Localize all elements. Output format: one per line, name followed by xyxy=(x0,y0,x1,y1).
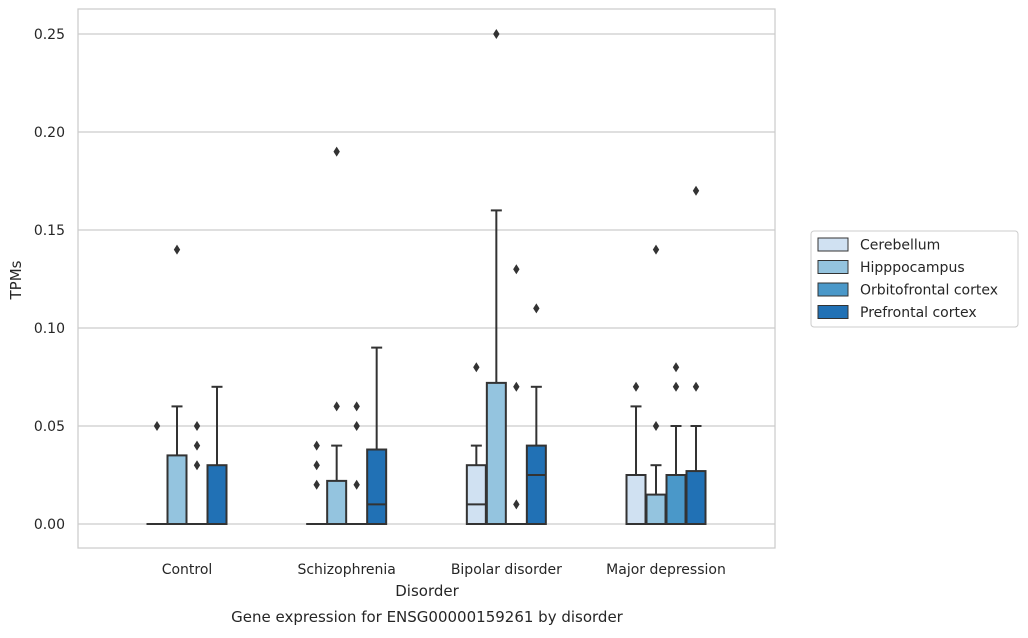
y-tick-label: 0.20 xyxy=(34,125,65,141)
outlier-point xyxy=(353,421,360,431)
x-axis-ticks: Control Schizophrenia Bipolar disorder Majo… xyxy=(162,562,726,578)
box-series-layer xyxy=(146,29,707,526)
outlier-point xyxy=(193,460,201,471)
outlier-point xyxy=(313,460,320,471)
outlier-point xyxy=(652,421,660,431)
box-iqr xyxy=(665,474,687,525)
box-group xyxy=(665,362,687,525)
box-iqr xyxy=(485,381,507,525)
y-tick-label: 0.25 xyxy=(34,27,65,43)
box-group xyxy=(186,421,208,525)
box-group xyxy=(645,244,667,526)
box-group xyxy=(625,381,647,525)
outlier-point xyxy=(513,499,520,510)
outlier-point xyxy=(692,185,700,196)
y-tick-label: 0.10 xyxy=(34,321,65,337)
plot-frame xyxy=(77,8,776,549)
box-iqr xyxy=(366,448,388,525)
outlier-point xyxy=(313,479,320,490)
legend-swatch xyxy=(817,282,849,297)
chart-caption: Gene expression for ENSG00000159261 by d… xyxy=(231,608,624,626)
box-group xyxy=(206,385,228,526)
outlier-point xyxy=(193,421,201,431)
outlier-point xyxy=(652,244,660,255)
box-iqr xyxy=(645,493,667,526)
grid-lines xyxy=(78,33,775,525)
box-iqr xyxy=(166,454,188,525)
box-group xyxy=(485,29,507,525)
box-group xyxy=(505,264,527,525)
box-group xyxy=(346,401,368,525)
box-group xyxy=(366,346,388,525)
box-group xyxy=(166,244,188,525)
legend-label: Orbitofrontal cortex xyxy=(860,283,998,299)
x-tick-label: Major depression xyxy=(606,562,726,578)
outlier-point xyxy=(692,381,700,392)
y-tick-label: 0.05 xyxy=(34,419,65,435)
outlier-point xyxy=(493,29,500,39)
outlier-point xyxy=(353,401,360,412)
outlier-point xyxy=(672,381,680,392)
y-tick-label: 0.15 xyxy=(34,223,65,239)
outlier-point xyxy=(173,244,181,255)
outlier-point xyxy=(513,381,520,392)
outlier-point xyxy=(153,421,161,431)
box-group xyxy=(326,146,348,526)
box-iqr xyxy=(525,444,547,526)
box-group xyxy=(306,440,328,525)
x-tick-label: Bipolar disorder xyxy=(451,562,562,578)
legend-swatch xyxy=(817,305,849,319)
outlier-point xyxy=(193,440,201,451)
outlier-point xyxy=(513,264,520,275)
outlier-point xyxy=(672,362,680,373)
legend-label: Prefrontal cortex xyxy=(860,305,977,321)
box-iqr xyxy=(625,474,647,525)
box-group xyxy=(146,421,168,525)
outlier-point xyxy=(473,362,480,373)
legend-label: Cerebellum xyxy=(860,238,940,254)
outlier-point xyxy=(533,303,540,314)
y-tick-label: 0.00 xyxy=(34,517,65,533)
box-iqr xyxy=(326,479,348,526)
outlier-point xyxy=(333,146,340,157)
legend: Cerebellum Hipppocampus Orbitofrontal cort… xyxy=(810,230,1019,328)
legend-items: Cerebellum Hipppocampus Orbitofrontal cort… xyxy=(817,237,998,321)
box-group xyxy=(465,362,487,526)
y-axis-ticks: 0.00 0.05 0.10 0.15 0.20 0.25 xyxy=(34,27,65,533)
box-iqr xyxy=(206,464,228,526)
x-tick-label: Control xyxy=(162,562,213,578)
outlier-point xyxy=(632,381,640,392)
box-group xyxy=(525,303,547,526)
y-axis-label: TPMs xyxy=(7,260,25,300)
x-tick-label: Schizophrenia xyxy=(297,562,395,578)
legend-swatch xyxy=(817,237,849,252)
legend-swatch xyxy=(817,260,849,274)
x-axis-label: Disorder xyxy=(395,582,459,600)
legend-label: Hipppocampus xyxy=(860,260,965,276)
outlier-point xyxy=(353,479,360,490)
legend-frame xyxy=(810,230,1019,328)
outlier-point xyxy=(313,440,320,451)
outlier-point xyxy=(333,401,340,412)
box-group xyxy=(685,185,707,525)
box-iqr xyxy=(685,470,707,525)
box-iqr xyxy=(465,464,487,526)
